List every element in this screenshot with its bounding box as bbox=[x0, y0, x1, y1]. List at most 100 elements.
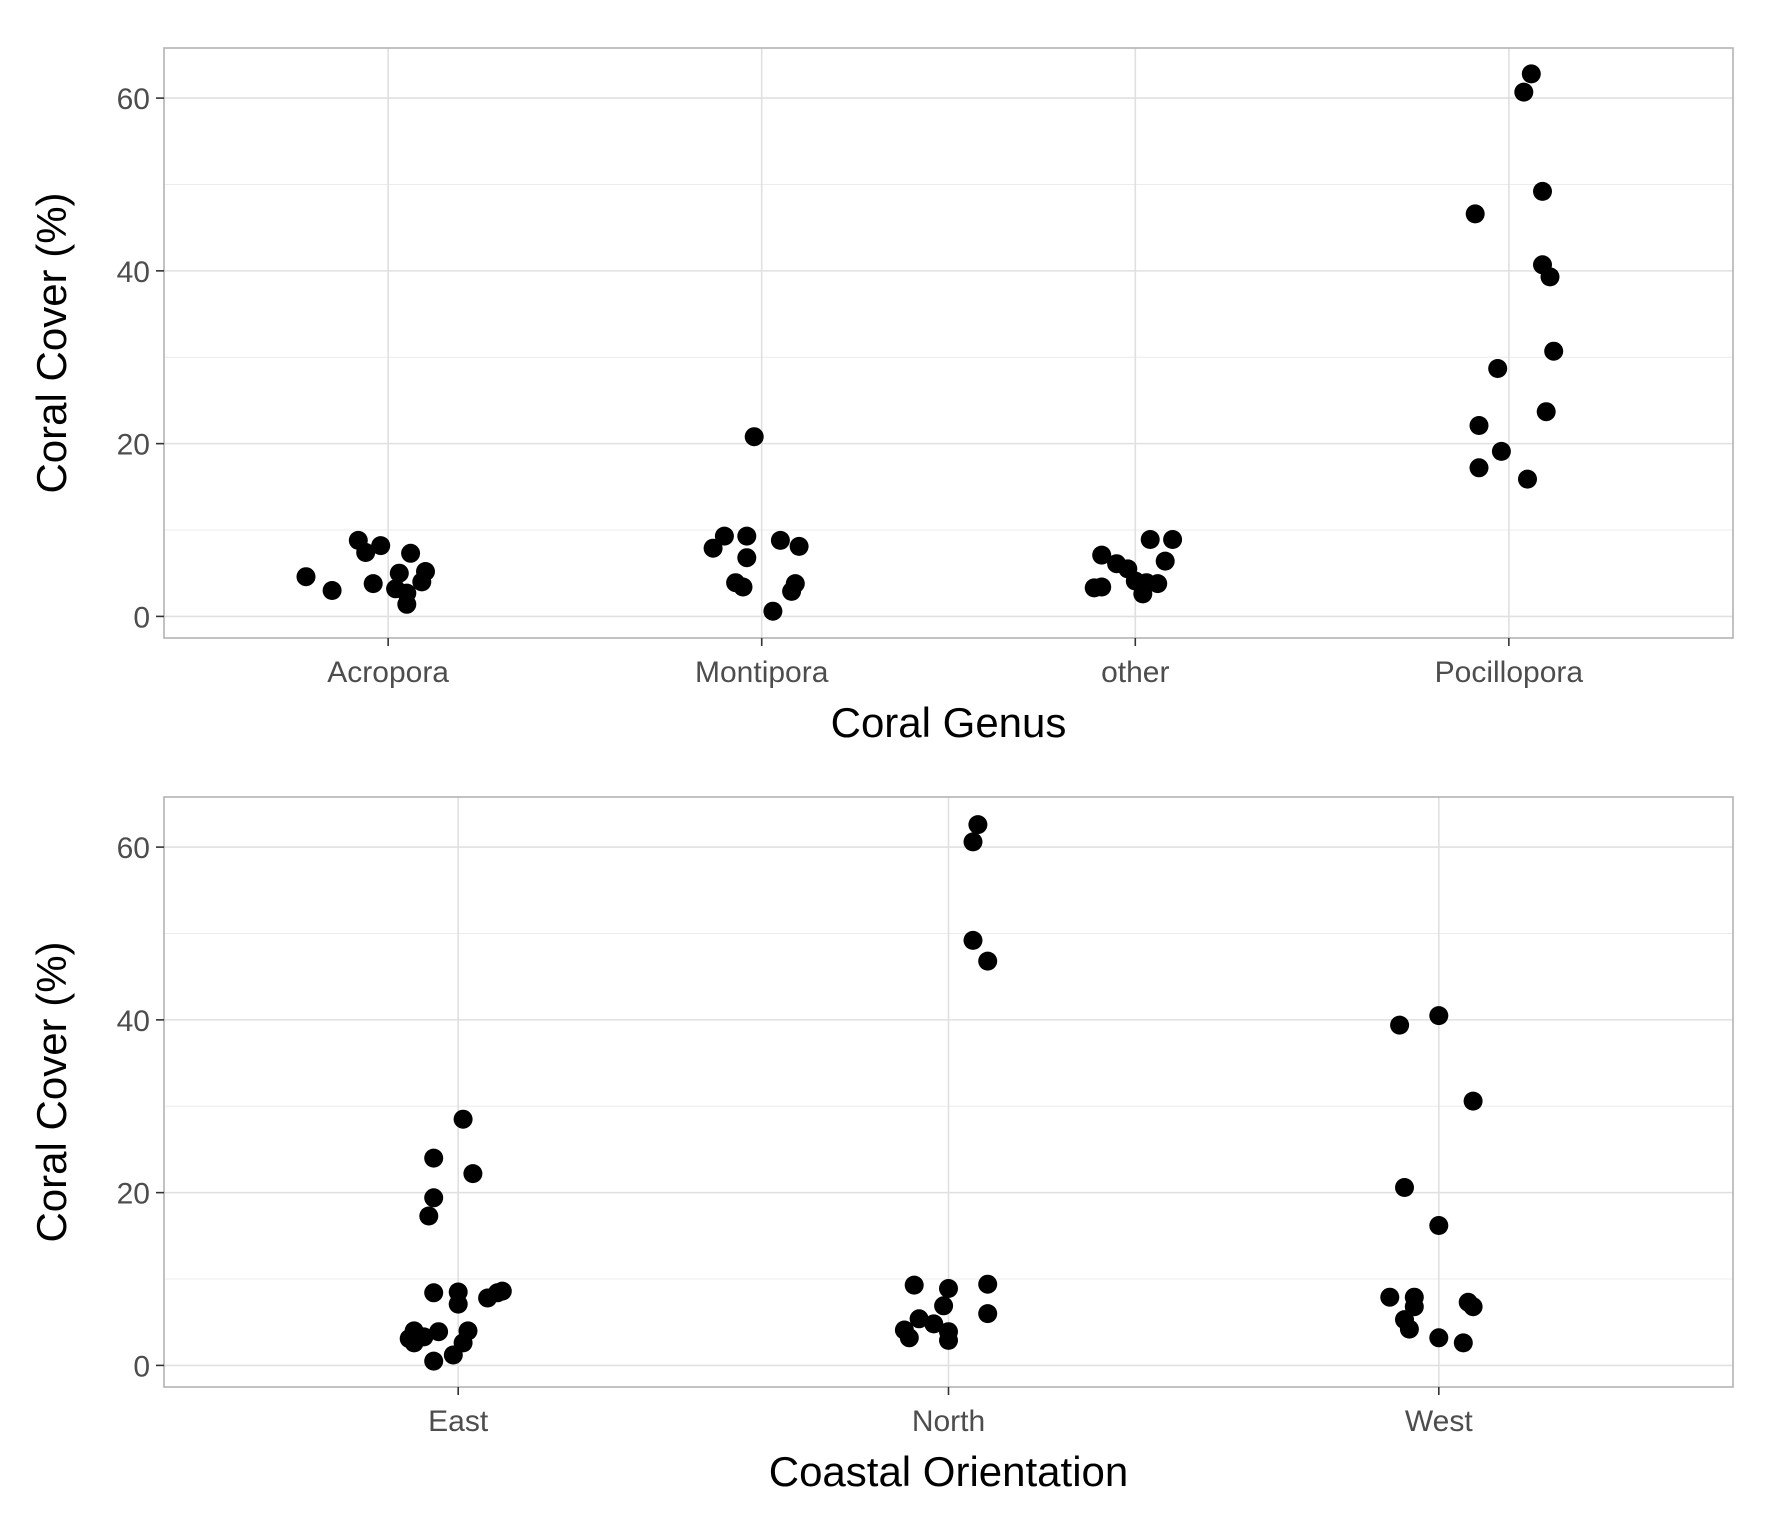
data-point-pocillopora bbox=[1540, 267, 1560, 287]
panel-1-ticks bbox=[156, 97, 1510, 646]
data-point-acropora bbox=[397, 594, 417, 614]
x-axis-title: Coral Genus bbox=[831, 699, 1067, 746]
data-point-north bbox=[899, 1328, 919, 1348]
data-point-north bbox=[939, 1330, 958, 1350]
x-tick-label-pocillopora: Pocillopora bbox=[1435, 656, 1584, 689]
panel-1-grid bbox=[164, 48, 1733, 638]
data-point-north bbox=[909, 1309, 929, 1329]
data-point-montipora bbox=[714, 526, 734, 546]
data-point-acropora bbox=[401, 543, 421, 563]
data-point-west bbox=[1453, 1333, 1473, 1353]
data-point-other bbox=[1163, 530, 1183, 549]
data-point-montipora bbox=[744, 427, 764, 447]
data-point-pocillopora bbox=[1514, 82, 1534, 102]
data-point-north bbox=[978, 951, 998, 971]
y-tick-label: 0 bbox=[133, 1350, 150, 1383]
data-point-acropora bbox=[389, 563, 409, 583]
data-point-montipora bbox=[703, 538, 723, 558]
y-axis-title: Coral Cover (%) bbox=[28, 192, 75, 493]
data-point-west bbox=[1429, 1006, 1449, 1026]
data-point-east bbox=[448, 1294, 468, 1314]
data-point-west bbox=[1463, 1091, 1483, 1111]
data-point-north bbox=[963, 832, 983, 852]
y-tick-label: 60 bbox=[117, 832, 150, 865]
panel-2-points bbox=[399, 815, 1483, 1371]
data-point-east bbox=[443, 1345, 463, 1365]
data-point-west bbox=[1395, 1178, 1414, 1197]
data-point-east bbox=[429, 1322, 449, 1342]
data-point-other bbox=[1140, 530, 1160, 549]
data-point-pocillopora bbox=[1521, 64, 1541, 84]
data-point-west bbox=[1463, 1297, 1483, 1317]
data-point-pocillopora bbox=[1488, 359, 1508, 378]
data-point-other bbox=[1155, 551, 1175, 571]
x-tick-label-other: other bbox=[1101, 656, 1169, 689]
y-tick-label: 20 bbox=[117, 429, 150, 462]
data-point-montipora bbox=[763, 601, 783, 621]
y-axis-title: Coral Cover (%) bbox=[28, 941, 75, 1242]
data-point-acropora bbox=[371, 536, 391, 556]
data-point-pocillopora bbox=[1465, 204, 1485, 224]
data-point-north bbox=[934, 1296, 954, 1316]
data-point-other bbox=[1092, 577, 1112, 597]
data-point-montipora bbox=[737, 526, 757, 546]
y-tick-label: 40 bbox=[117, 1005, 150, 1038]
data-point-west bbox=[1404, 1297, 1424, 1317]
data-point-east bbox=[419, 1206, 439, 1226]
data-point-west bbox=[1390, 1015, 1410, 1035]
panel-1-border bbox=[163, 47, 1734, 639]
data-point-montipora bbox=[789, 536, 809, 556]
data-point-other bbox=[1092, 545, 1112, 565]
data-point-east bbox=[424, 1148, 444, 1168]
panel-1-y-tick-labels: 0 20 40 60 bbox=[117, 83, 150, 634]
panel-2-grid bbox=[164, 797, 1733, 1387]
data-point-acropora bbox=[356, 543, 376, 562]
data-point-north bbox=[924, 1314, 944, 1334]
data-point-east bbox=[424, 1188, 444, 1208]
data-point-west bbox=[1429, 1328, 1449, 1348]
data-point-north bbox=[978, 1274, 998, 1294]
data-point-west bbox=[1399, 1319, 1419, 1339]
data-point-west bbox=[1429, 1216, 1449, 1235]
data-point-pocillopora bbox=[1469, 416, 1489, 435]
panel-coastal-orientation: 0 20 40 60 East North West Coastal Orien… bbox=[28, 796, 1734, 1495]
data-point-north bbox=[939, 1279, 958, 1298]
data-point-montipora bbox=[770, 530, 790, 550]
panel-1-points bbox=[296, 64, 1564, 621]
data-point-pocillopora bbox=[1544, 341, 1564, 361]
data-point-pocillopora bbox=[1491, 441, 1511, 461]
x-tick-label-montipora: Montipora bbox=[695, 656, 829, 689]
data-point-montipora bbox=[782, 581, 802, 601]
x-tick-label-north: North bbox=[912, 1405, 985, 1438]
data-point-other bbox=[1137, 573, 1156, 593]
data-point-pocillopora bbox=[1533, 181, 1552, 201]
data-point-east bbox=[424, 1351, 444, 1371]
data-point-acropora bbox=[363, 574, 383, 594]
data-point-acropora bbox=[322, 581, 342, 600]
x-tick-label-west: West bbox=[1405, 1405, 1473, 1438]
data-point-east bbox=[404, 1333, 424, 1353]
y-tick-label: 0 bbox=[133, 601, 150, 634]
x-tick-label-east: East bbox=[428, 1405, 489, 1438]
panel-1-x-tick-labels: Acropora Montipora other Pocillopora bbox=[327, 656, 1583, 689]
y-tick-label: 60 bbox=[117, 83, 150, 116]
data-point-east bbox=[463, 1164, 483, 1184]
data-point-east bbox=[424, 1283, 444, 1303]
data-point-north bbox=[963, 930, 983, 950]
data-point-north bbox=[968, 815, 988, 835]
x-axis-title: Coastal Orientation bbox=[769, 1448, 1129, 1495]
data-point-east bbox=[453, 1109, 473, 1129]
panel-2-y-tick-labels: 0 20 40 60 bbox=[117, 832, 150, 1383]
panel-2-ticks bbox=[156, 846, 1440, 1395]
y-tick-label: 20 bbox=[117, 1178, 150, 1211]
panel-coral-genus: 0 20 40 60 Acropora Montipora other Poci… bbox=[28, 47, 1734, 746]
data-point-pocillopora bbox=[1469, 458, 1489, 478]
data-point-west bbox=[1380, 1287, 1400, 1307]
data-point-pocillopora bbox=[1536, 402, 1556, 422]
data-point-acropora bbox=[412, 572, 432, 592]
data-point-montipora bbox=[733, 577, 753, 597]
data-point-north bbox=[978, 1304, 998, 1324]
panel-2-x-tick-labels: East North West bbox=[428, 1405, 1473, 1438]
data-point-acropora bbox=[296, 567, 316, 587]
